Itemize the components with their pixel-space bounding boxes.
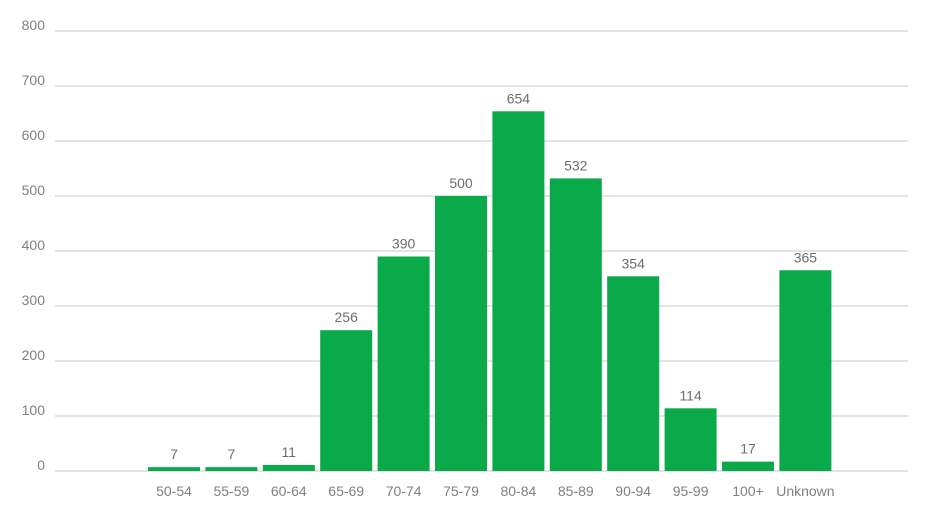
bars	[148, 111, 832, 472]
bar	[492, 111, 545, 472]
x-tick-label: 60-64	[271, 483, 307, 499]
data-label: 654	[507, 90, 531, 106]
bar	[320, 330, 373, 471]
data-label: 365	[794, 249, 818, 265]
bar	[148, 467, 200, 471]
y-tick-label: 300	[22, 292, 46, 308]
data-label: 17	[740, 441, 756, 457]
bar	[549, 178, 602, 471]
bar	[722, 461, 774, 471]
x-tick-label: 50-54	[156, 483, 192, 499]
x-tick-label: 90-94	[615, 483, 651, 499]
x-tick-label: 100+	[732, 483, 764, 499]
y-tick-label: 500	[22, 182, 46, 198]
data-label: 256	[335, 309, 359, 325]
x-tick-label: 80-84	[500, 483, 536, 499]
bar	[779, 270, 832, 471]
y-tick-label: 0	[37, 457, 45, 473]
x-tick-label: 75-79	[443, 483, 479, 499]
data-label: 7	[228, 446, 236, 462]
bar	[377, 256, 430, 471]
x-tick-label: 55-59	[213, 483, 249, 499]
x-tick-label: 65-69	[328, 483, 364, 499]
bar	[607, 276, 660, 471]
data-label: 114	[679, 387, 702, 403]
x-tick-label: Unknown	[776, 483, 834, 499]
y-tick-label: 800	[22, 17, 46, 33]
data-label: 354	[622, 255, 646, 271]
data-label: 500	[449, 175, 473, 191]
data-label: 11	[282, 444, 297, 460]
y-tick-label: 400	[22, 237, 46, 253]
bar	[435, 196, 487, 471]
data-label: 390	[392, 236, 416, 252]
y-axis-ticks: 0 100 200 300 400 500 600 700 800	[22, 17, 46, 473]
data-label: 7	[170, 446, 178, 462]
x-axis-ticks: 50-54 55-59 60-64 65-69 70-74 75-79 80-84 85-89…	[156, 483, 834, 499]
x-tick-label: 70-74	[386, 483, 422, 499]
y-tick-label: 600	[22, 127, 46, 143]
y-tick-label: 700	[22, 72, 46, 88]
bar	[205, 467, 258, 471]
data-labels: 7 7 11 256 390 500 654 532 354 114 17 365	[170, 90, 817, 462]
y-tick-label: 100	[22, 402, 46, 418]
x-tick-label: 85-89	[558, 483, 594, 499]
y-tick-label: 200	[22, 347, 46, 363]
bar	[664, 408, 717, 471]
bar	[262, 464, 315, 471]
x-tick-label: 95-99	[673, 483, 709, 499]
data-label: 532	[564, 157, 588, 173]
